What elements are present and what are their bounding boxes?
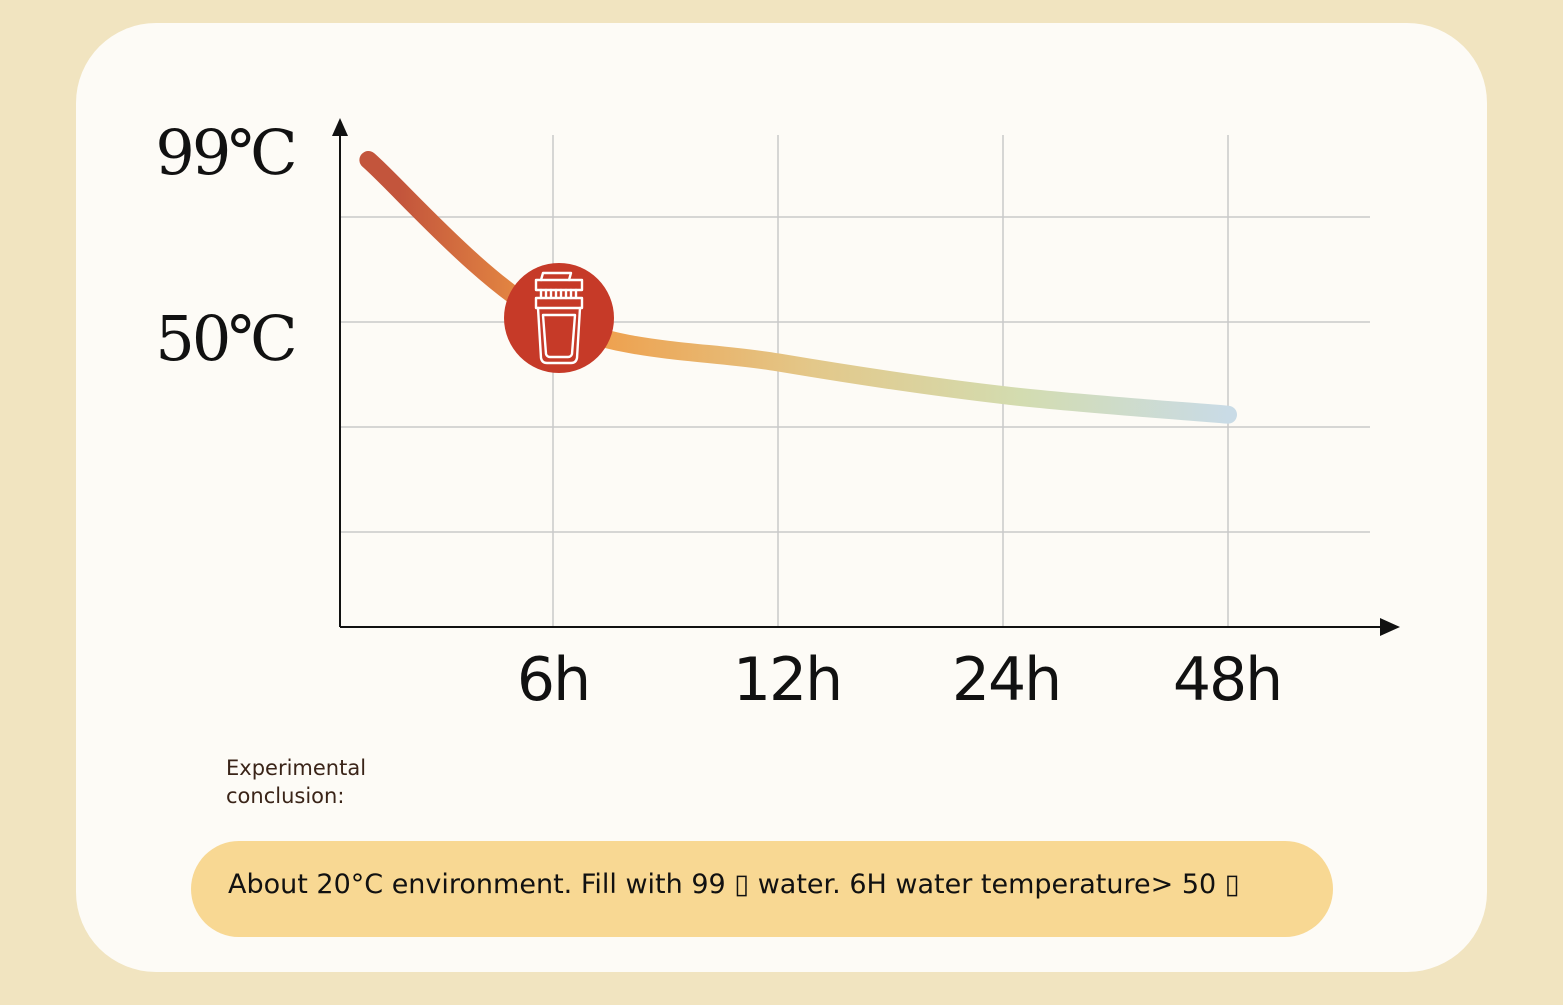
conclusion-text: About 20°C environment. Fill with 99 ▯ w… <box>228 869 1240 900</box>
x-tick-label: 6h <box>516 645 591 715</box>
marker-circle <box>504 263 614 373</box>
x-tick-label: 24h <box>951 645 1062 715</box>
x-tick-label: 48h <box>1172 645 1283 715</box>
thermos-cup-icon <box>534 271 584 365</box>
chart-card <box>76 23 1487 972</box>
conclusion-label: Experimental conclusion: <box>226 756 367 808</box>
y-axis-arrow <box>332 118 348 136</box>
y-tick-label: 50℃ <box>155 302 297 375</box>
conclusion-banner: About 20°C environment. Fill with 99 ▯ w… <box>191 841 1333 937</box>
x-tick-label: 12h <box>732 645 843 715</box>
y-tick-label: 99℃ <box>155 116 297 189</box>
temperature-curve <box>359 151 1237 424</box>
x-axis-arrow <box>1380 618 1400 636</box>
axes <box>332 118 1400 636</box>
thermos-marker <box>504 263 614 373</box>
